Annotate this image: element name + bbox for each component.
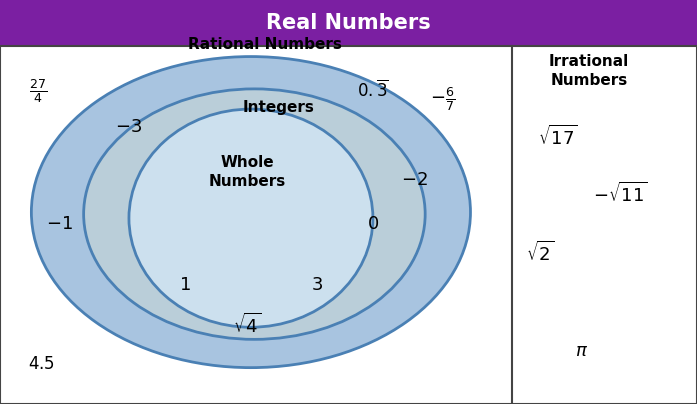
Text: $-2$: $-2$ (401, 171, 428, 189)
Text: $\pi$: $\pi$ (576, 343, 588, 360)
Text: $0$: $0$ (367, 215, 379, 233)
Text: Integers: Integers (243, 99, 315, 115)
Bar (0, 0, 697, 46)
Text: Rational Numbers: Rational Numbers (188, 37, 342, 52)
Text: Whole
Numbers: Whole Numbers (209, 155, 286, 189)
Text: $1$: $1$ (179, 276, 190, 294)
Text: $-1$: $-1$ (46, 215, 72, 233)
Text: Irrational
Numbers: Irrational Numbers (549, 54, 629, 88)
Ellipse shape (31, 57, 470, 368)
Text: $\frac{27}{4}$: $\frac{27}{4}$ (29, 77, 47, 105)
Text: $\sqrt{4}$: $\sqrt{4}$ (233, 313, 261, 337)
Text: $-3$: $-3$ (116, 118, 142, 136)
Text: $0.\overline{3}$: $0.\overline{3}$ (357, 80, 389, 101)
Bar (0, 46, 697, 404)
Text: $-\sqrt{11}$: $-\sqrt{11}$ (593, 182, 648, 206)
Text: $4.5$: $4.5$ (29, 355, 55, 372)
Text: Real Numbers: Real Numbers (266, 13, 431, 33)
Text: $3$: $3$ (311, 276, 323, 294)
Text: $-\frac{6}{7}$: $-\frac{6}{7}$ (430, 85, 455, 113)
Text: $\sqrt{17}$: $\sqrt{17}$ (537, 125, 578, 149)
Ellipse shape (84, 89, 425, 339)
Text: $\sqrt{2}$: $\sqrt{2}$ (526, 240, 554, 265)
Ellipse shape (129, 109, 373, 327)
